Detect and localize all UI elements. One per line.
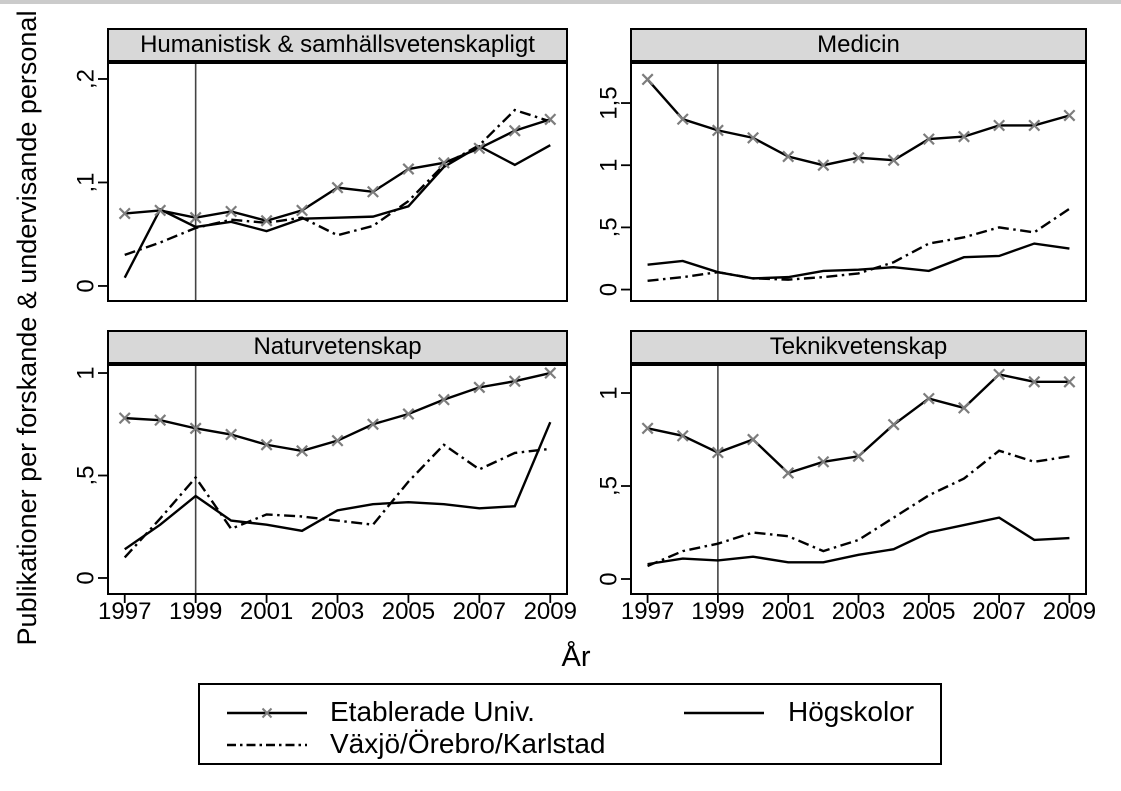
svg-text:1999: 1999 [691, 598, 744, 625]
legend-label-etablerade-univ: Etablerade Univ. [330, 696, 535, 727]
panel-title: Naturvetenskap [107, 330, 568, 364]
panel-plot-naturvetenskap: 0 ,5 1 1997 1999 2001 2003 2005 2007 2009 [73, 364, 577, 625]
svg-text:2003: 2003 [311, 598, 364, 625]
svg-text:,2: ,2 [73, 69, 100, 89]
legend-sample-hogskolor [684, 711, 764, 715]
x-axis-title: År [561, 641, 591, 673]
legend-sample-vaxjo-orebro-karlstad [227, 743, 307, 747]
panel-plot-humanistisk: 0 ,1 ,2 [73, 62, 568, 302]
svg-text:1: 1 [596, 386, 623, 399]
svg-text:1: 1 [596, 159, 623, 172]
panel-teknikvetenskap: Teknikvetenskap 0 ,5 1 1997 1999 2001 2003 2005… [596, 330, 1096, 625]
svg-text:2003: 2003 [832, 598, 885, 625]
svg-text:2007: 2007 [972, 598, 1025, 625]
svg-text:2005: 2005 [382, 598, 435, 625]
legend: Etablerade Univ. Högskolor Växjö/Örebro/… [198, 683, 942, 765]
panel-humanistisk-samhallsvetenskapligt: Humanistisk & samhällsvetenskapligt 0 ,1,… [73, 28, 568, 302]
svg-text:1: 1 [73, 366, 100, 379]
panel-title: Humanistisk & samhällsvetenskapligt [107, 28, 568, 62]
panel-title: Teknikvetenskap [630, 330, 1087, 364]
svg-text:,5: ,5 [596, 217, 623, 237]
svg-text:2001: 2001 [240, 598, 293, 625]
svg-text:2001: 2001 [761, 598, 814, 625]
panel-title: Medicin [630, 28, 1087, 62]
svg-text:2009: 2009 [1043, 598, 1096, 625]
svg-text:2005: 2005 [902, 598, 955, 625]
svg-text:1,5: 1,5 [596, 86, 623, 119]
panel-plot-medicin: 0 ,5 1 1,5 [596, 62, 1087, 302]
legend-label-vaxjo-orebro-karlstad: Växjö/Örebro/Karlstad [330, 728, 606, 759]
panel-plot-teknikvetenskap: 0 ,5 1 1997 1999 2001 2003 2005 2007 2009 [596, 364, 1096, 625]
svg-text:2009: 2009 [524, 598, 577, 625]
svg-text:1997: 1997 [98, 598, 151, 625]
svg-text:,5: ,5 [73, 465, 100, 485]
window-top-strip [0, 0, 1121, 4]
y-axis-title: Publikationer per forskande & undervisan… [12, 10, 42, 646]
svg-text:0: 0 [596, 572, 623, 585]
svg-text:0: 0 [73, 571, 100, 584]
panel-naturvetenskap: Naturvetenskap 0 ,5 1 1997 1999 2001 2003 2005 2… [73, 330, 577, 625]
svg-text:,1: ,1 [73, 172, 100, 192]
svg-text:2007: 2007 [453, 598, 506, 625]
panel-medicin: Medicin 0 ,5 1 1,5 [596, 28, 1087, 302]
svg-text:0: 0 [73, 279, 100, 292]
svg-text:,5: ,5 [596, 476, 623, 496]
svg-text:1999: 1999 [169, 598, 222, 625]
svg-text:1997: 1997 [621, 598, 674, 625]
svg-text:0: 0 [596, 283, 623, 296]
legend-label-hogskolor: Högskolor [788, 696, 915, 727]
legend-sample-etablerade-univ [227, 707, 307, 719]
